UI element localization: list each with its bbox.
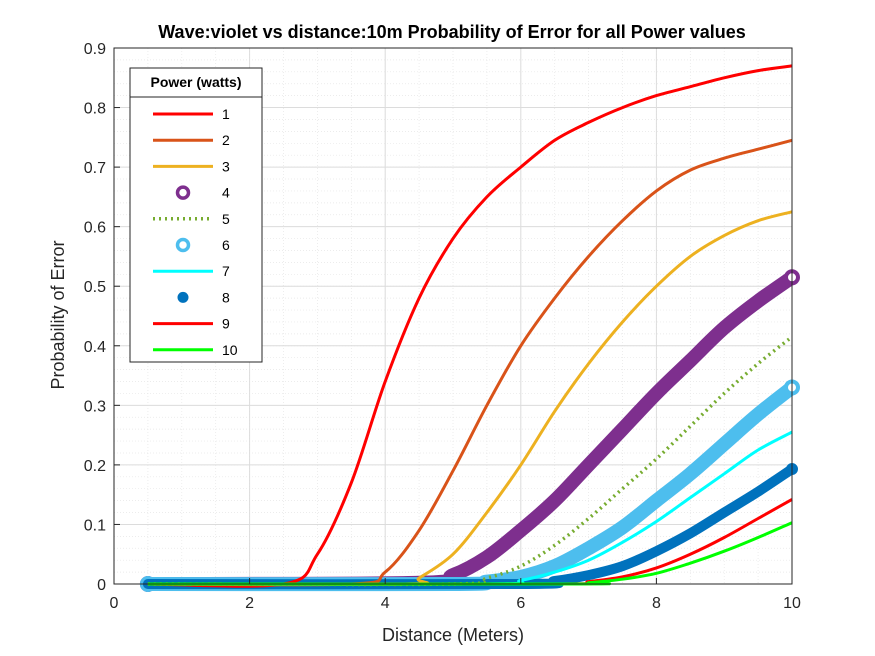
y-tick-label: 0.1 (84, 517, 106, 534)
legend-label: 4 (222, 185, 230, 201)
legend-swatch-marker (177, 291, 189, 303)
y-axis-ticks: 0 0.1 0.2 0.3 0.4 0.5 0.6 0.7 0.8 0.9 (84, 41, 120, 594)
y-tick-label: 0.6 (84, 220, 106, 237)
y-tick-label: 0 (97, 577, 106, 594)
y-tick-label: 0.3 (84, 398, 106, 415)
y-tick-label: 0.8 (84, 101, 106, 118)
legend-item-10: 10 (153, 342, 238, 358)
legend-item-6: 6 (175, 237, 230, 253)
legend-label: 5 (222, 211, 230, 227)
legend-swatch-marker (175, 185, 191, 200)
y-tick-label: 0.5 (84, 279, 106, 296)
x-tick-label: 10 (783, 595, 801, 612)
legend-items: 1 2 3 4 5 6 7 8 9 10 (153, 106, 238, 358)
x-tick-label: 4 (381, 595, 390, 612)
x-tick-label: 8 (652, 595, 661, 612)
legend-label: 9 (222, 316, 230, 332)
legend-item-9: 9 (153, 316, 230, 332)
legend-label: 3 (222, 158, 230, 174)
legend-item-4: 4 (175, 185, 230, 201)
legend-label: 8 (222, 289, 230, 305)
y-tick-label: 0.2 (84, 458, 106, 475)
legend-item-5: 5 (153, 211, 230, 227)
legend-title: Power (watts) (150, 74, 241, 90)
y-axis-label: Probability of Error (48, 240, 68, 389)
x-tick-label: 6 (516, 595, 525, 612)
legend-label: 6 (222, 237, 230, 253)
legend-item-7: 7 (153, 263, 230, 279)
legend-label: 7 (222, 263, 230, 279)
series-1 (147, 64, 793, 588)
x-axis-ticks: 0 2 4 6 8 10 (110, 578, 801, 612)
legend-item-1: 1 (153, 106, 230, 122)
legend-item-2: 2 (153, 132, 230, 148)
x-axis-label: Distance (Meters) (382, 625, 524, 645)
x-tick-label: 2 (245, 595, 254, 612)
legend-label: 2 (222, 132, 230, 148)
series-1-line (147, 64, 793, 588)
y-tick-label: 0.7 (84, 160, 106, 177)
series-5 (147, 335, 794, 587)
legend: Power (watts) 1 2 3 4 5 6 7 8 9 10 (129, 67, 263, 363)
legend-item-8: 8 (177, 289, 230, 305)
y-tick-label: 0.9 (84, 41, 106, 58)
plot-frame (113, 47, 793, 585)
legend-item-3: 3 (153, 158, 230, 174)
legend-box (129, 67, 263, 363)
chart-title: Wave:violet vs distance:10m Probability … (158, 22, 746, 42)
series-5-line (147, 335, 794, 587)
series-2 (147, 138, 793, 587)
legend-swatch-marker (175, 237, 191, 253)
y-tick-label: 0.4 (84, 339, 106, 356)
legend-label: 1 (222, 106, 230, 122)
x-tick-label: 0 (110, 595, 119, 612)
legend-label: 10 (222, 342, 238, 358)
series-2-line (147, 138, 793, 587)
